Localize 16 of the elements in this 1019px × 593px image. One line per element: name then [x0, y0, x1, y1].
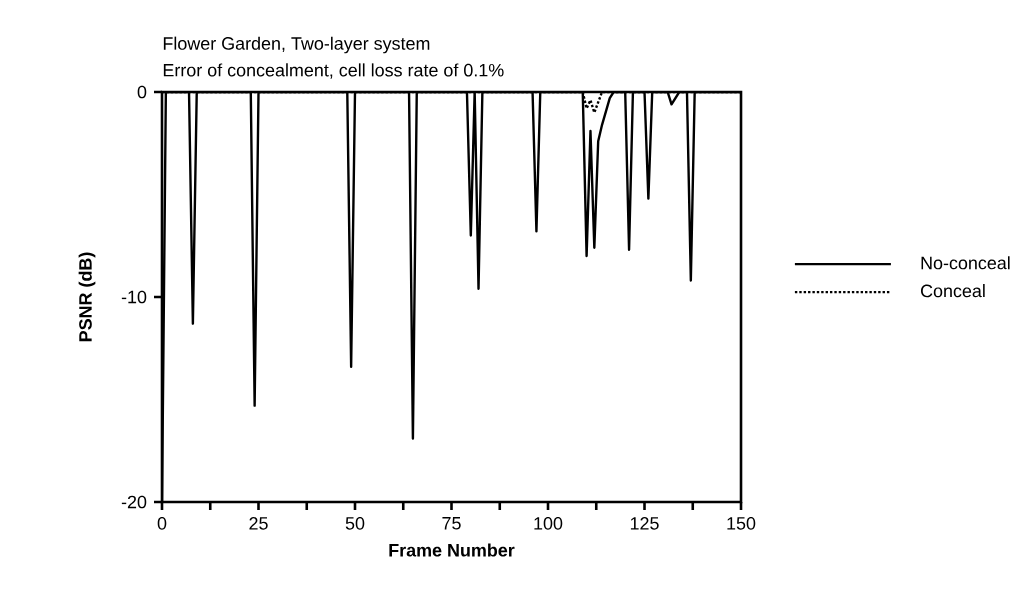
- chart-subtitle: Error of concealment, cell loss rate of 0.1%: [163, 63, 504, 79]
- x-axis-title: Frame Number: [389, 543, 515, 557]
- x-tick-label: 150: [727, 517, 756, 530]
- x-tick-label: 25: [249, 517, 268, 530]
- y-tick-label: -10: [121, 290, 147, 304]
- y-tick-label: 0: [137, 85, 147, 99]
- text: Conceal: [920, 284, 985, 298]
- y-tick-label: -20: [121, 495, 147, 509]
- x-tick-label: 125: [630, 517, 659, 530]
- chart-title: Flower Garden, Two-layer system: [163, 36, 430, 54]
- x-tick-label: 100: [534, 517, 563, 530]
- x-tick-label: 50: [345, 517, 365, 530]
- text: No-conceal: [921, 256, 1010, 270]
- y-axis-title: PSNR (dB): [78, 252, 96, 342]
- x-tick-label: 0: [157, 517, 167, 530]
- x-tick-label: 75: [442, 517, 461, 530]
